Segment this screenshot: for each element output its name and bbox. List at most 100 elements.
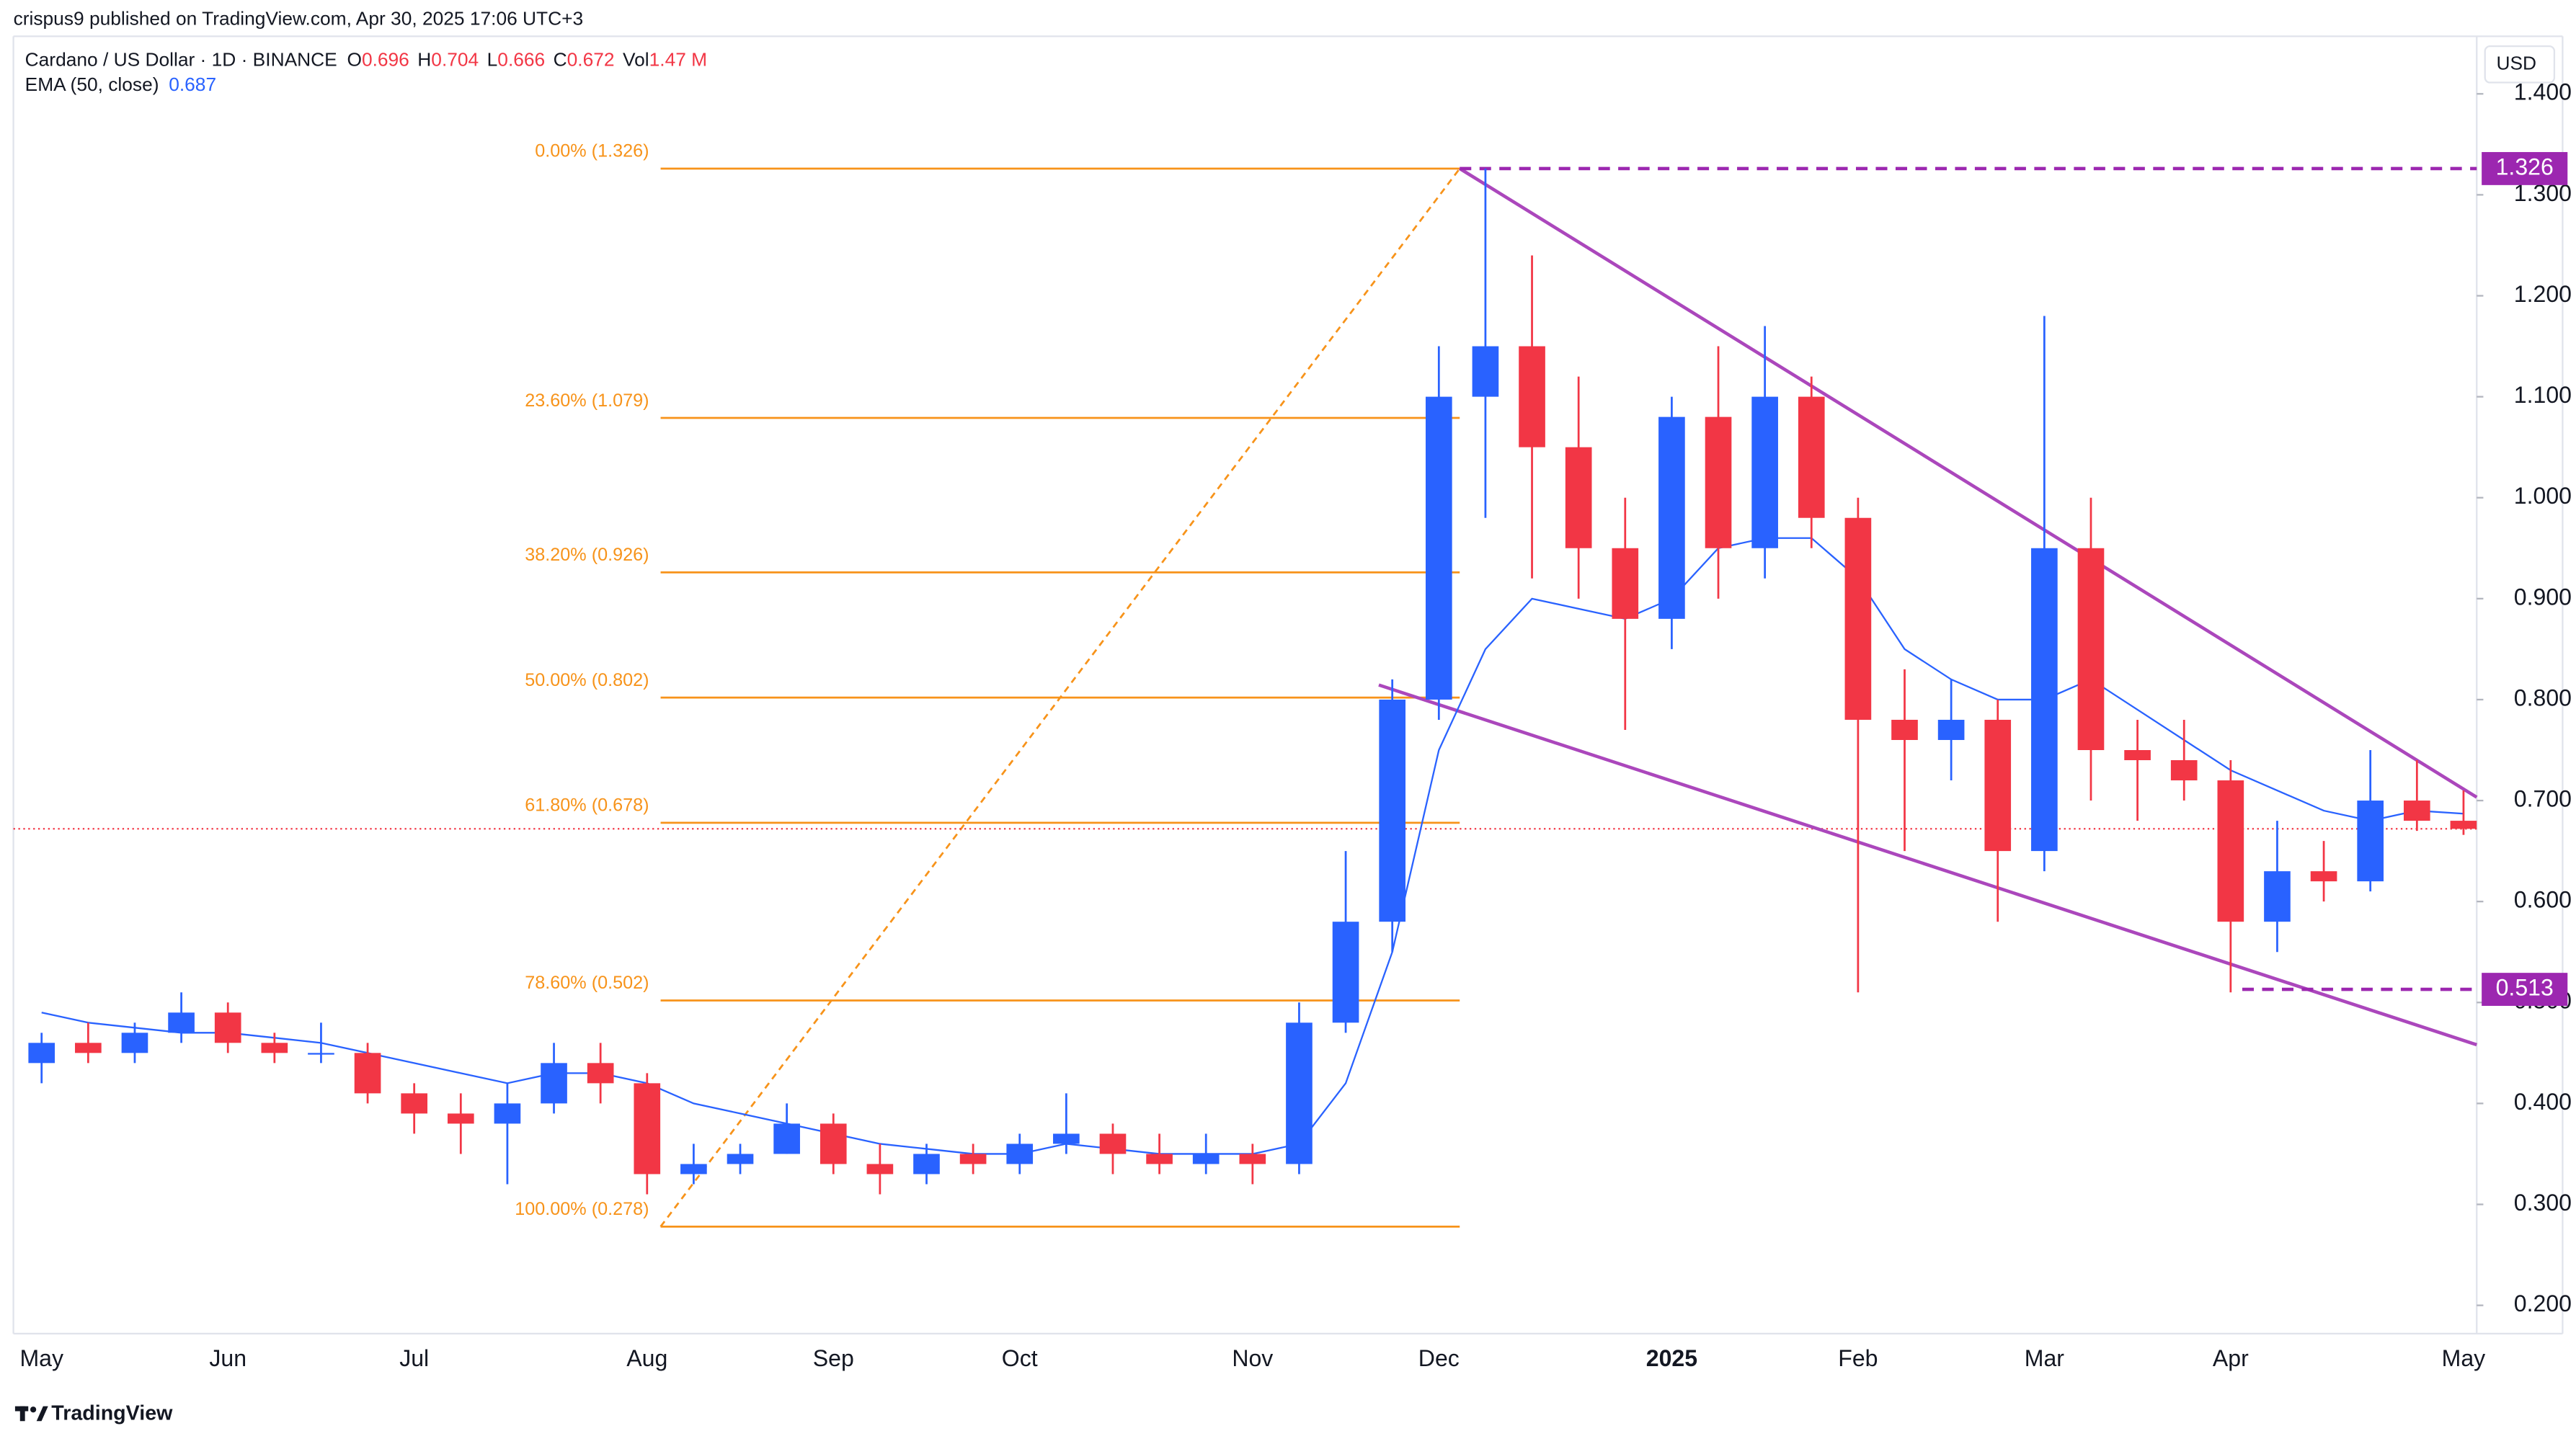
publisher: crispus9 published on TradingView.com, A… xyxy=(14,7,584,29)
currency-box xyxy=(2484,45,2556,84)
candle-body xyxy=(820,1123,847,1164)
candle-body xyxy=(1984,719,2012,852)
candle-body xyxy=(308,1053,334,1055)
candle-body xyxy=(959,1154,987,1164)
candle-body xyxy=(1472,346,1499,397)
ema-label: EMA (50, close) xyxy=(25,73,159,95)
x-tick-label: Aug xyxy=(626,1345,667,1371)
x-tick-label: Sep xyxy=(813,1345,854,1371)
currency: USD xyxy=(2496,52,2536,73)
candle-body xyxy=(1565,447,1592,548)
candle-body xyxy=(1658,416,1685,619)
candle-body xyxy=(913,1154,940,1174)
logo-slash xyxy=(36,1406,48,1422)
marker-box xyxy=(2482,973,2568,1006)
candle-body xyxy=(121,1033,148,1053)
y-tick-label: 0.200 xyxy=(2514,1290,2572,1316)
wedge-lower xyxy=(1378,683,2477,1047)
candle-body xyxy=(1286,1022,1313,1164)
candle-body xyxy=(773,1123,800,1154)
candle-body xyxy=(214,1012,241,1043)
x-tick-label: Mar xyxy=(2025,1345,2065,1371)
y-tick-label: 1.000 xyxy=(2514,483,2572,509)
candle-body xyxy=(1612,548,1639,619)
candle-body xyxy=(1099,1133,1127,1154)
candle-body xyxy=(1519,346,1545,447)
brand: TradingView xyxy=(51,1402,173,1425)
candle-body xyxy=(2357,801,2384,882)
candle-body xyxy=(1192,1154,1220,1164)
symbol: Cardano / US Dollar · 1D · BINANCE xyxy=(25,49,337,71)
y-tick-label: 1.400 xyxy=(2514,79,2572,105)
candle-body xyxy=(2217,780,2244,922)
ema-value: 0.687 xyxy=(169,73,216,95)
x-tick-label: Apr xyxy=(2213,1345,2249,1371)
logo-dot xyxy=(30,1407,37,1413)
fib-label: 78.60% (0.502) xyxy=(525,973,649,993)
candle-body xyxy=(1937,719,1965,740)
candle-body xyxy=(1006,1144,1034,1164)
y-tick-label: 1.100 xyxy=(2514,382,2572,408)
fib-label: 50.00% (0.802) xyxy=(525,670,649,690)
ohlc-key: O xyxy=(347,49,361,71)
fib-label: 23.60% (1.079) xyxy=(525,391,649,411)
ohlc-key: C xyxy=(554,49,567,71)
y-tick-label: 0.800 xyxy=(2514,685,2572,710)
ohlc-value: 1.47 M xyxy=(649,49,708,71)
x-tick-label: Dec xyxy=(1418,1345,1460,1371)
candle-body xyxy=(1891,719,1918,740)
x-tick-label: 2025 xyxy=(1646,1345,1697,1371)
candle-body xyxy=(2124,749,2151,761)
fib-label: 38.20% (0.926) xyxy=(525,545,649,565)
marker-box xyxy=(2482,152,2568,185)
candle-body xyxy=(680,1164,707,1174)
wedge-upper xyxy=(1459,166,2478,799)
x-tick-label: Jun xyxy=(209,1345,247,1371)
y-tick-label: 0.600 xyxy=(2514,887,2572,913)
candle-body xyxy=(2077,548,2105,750)
candle-body xyxy=(587,1063,614,1084)
logo xyxy=(14,1406,48,1422)
candle-body xyxy=(2031,548,2058,852)
candle-body xyxy=(447,1113,474,1124)
candle-body xyxy=(1146,1154,1173,1164)
fib-label: 61.80% (0.678) xyxy=(525,795,649,816)
ohlc-value: 0.696 xyxy=(362,49,409,71)
ohlc-key: L xyxy=(487,49,498,71)
candle-body xyxy=(2403,801,2430,821)
ohlc-value: 0.666 xyxy=(497,49,545,71)
x-tick-label: Oct xyxy=(1002,1345,1038,1371)
ohlc-value: 0.704 xyxy=(431,49,479,71)
candle-body xyxy=(2310,871,2337,882)
candle-body xyxy=(1705,416,1732,548)
candle-body xyxy=(634,1083,661,1174)
candle-body xyxy=(2450,821,2477,829)
candle-body xyxy=(494,1103,521,1124)
ohlc-key: H xyxy=(417,49,431,71)
candle-body xyxy=(1844,517,1872,720)
candle-body xyxy=(1053,1133,1080,1144)
candle-body xyxy=(541,1063,567,1104)
candle-body xyxy=(1332,922,1359,1023)
marker-label: 1.326 xyxy=(2496,153,2554,179)
candle-body xyxy=(168,1012,195,1033)
candle-body xyxy=(2264,871,2291,922)
candle-body xyxy=(2170,760,2198,781)
candle-body xyxy=(1798,396,1825,518)
fib-label: 100.00% (0.278) xyxy=(515,1199,649,1219)
logo-stem xyxy=(19,1406,25,1422)
x-tick-label: May xyxy=(2442,1345,2486,1371)
ohlc-key: Vol xyxy=(623,49,649,71)
candle-body xyxy=(401,1093,428,1114)
x-tick-label: Jul xyxy=(399,1345,429,1371)
y-tick-label: 0.300 xyxy=(2514,1190,2572,1216)
marker-label: 0.513 xyxy=(2496,975,2554,1001)
fib-label: 0.00% (1.326) xyxy=(535,141,649,161)
y-tick-label: 0.900 xyxy=(2514,584,2572,610)
candle-body xyxy=(866,1164,894,1174)
candle-body xyxy=(75,1043,102,1053)
x-tick-label: Nov xyxy=(1232,1345,1273,1371)
candle-body xyxy=(261,1043,288,1053)
candle-body xyxy=(28,1043,55,1064)
